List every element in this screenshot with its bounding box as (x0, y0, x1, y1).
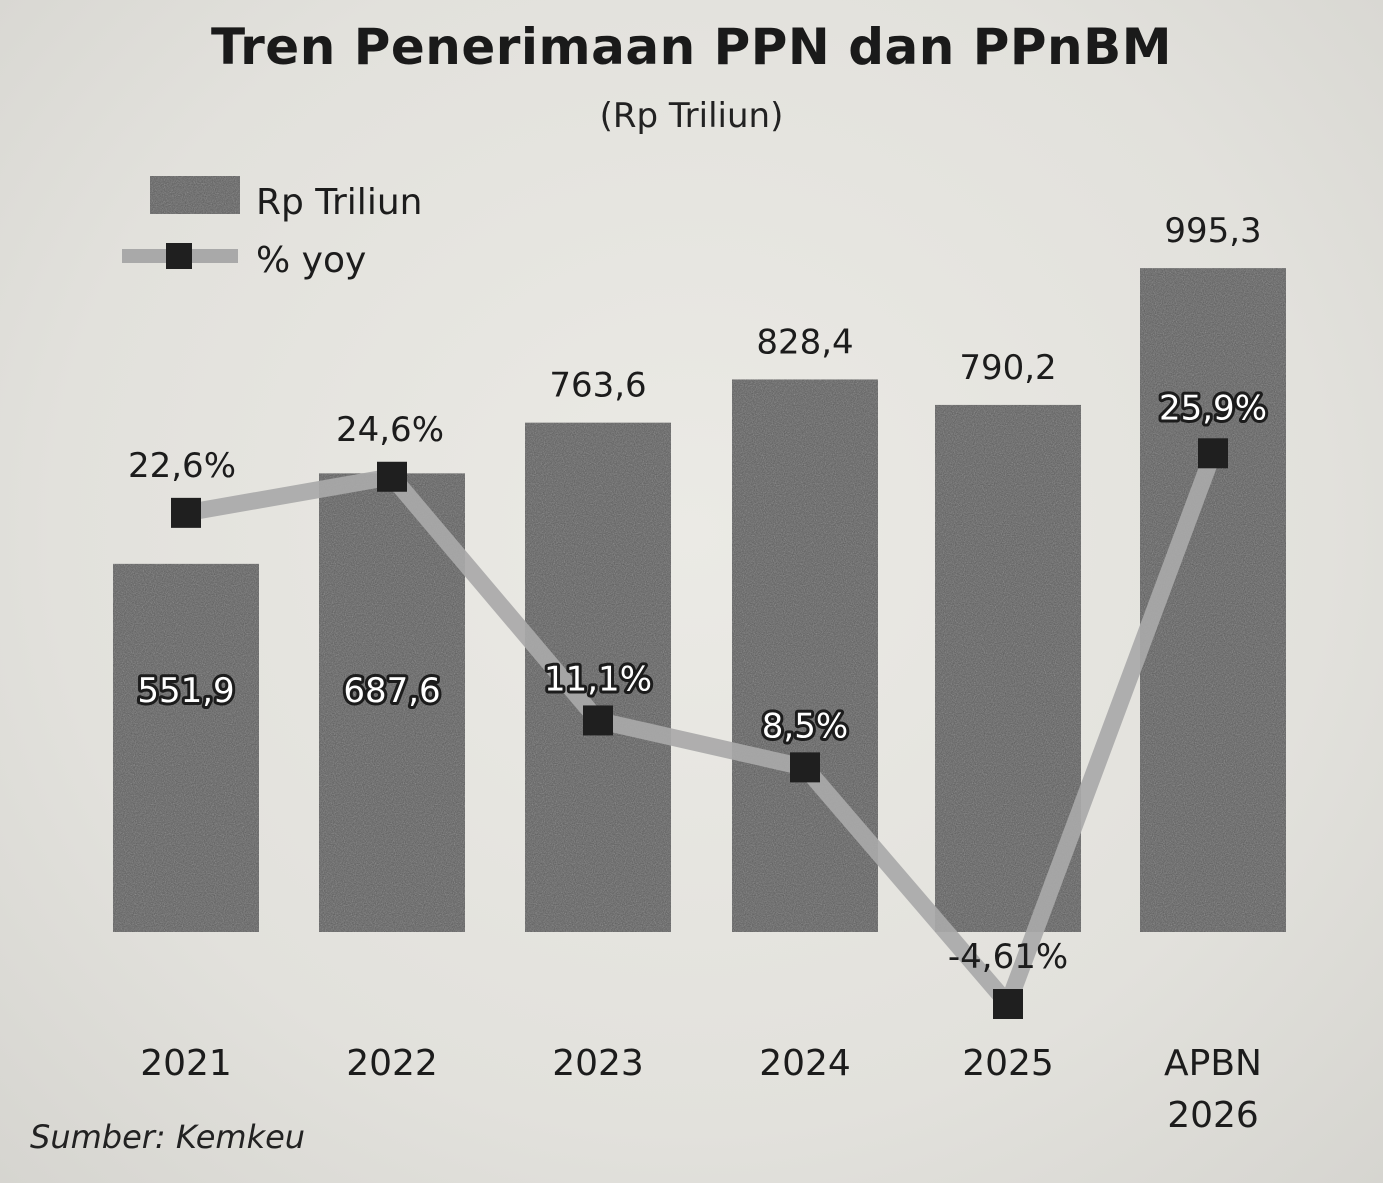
yoy-marker-2021 (171, 497, 201, 528)
bar-2023 (525, 422, 671, 932)
yoy-marker-2023 (583, 705, 613, 736)
x-tick-label: APBN (1164, 1043, 1262, 1084)
bar-value-label: 687,6 (343, 671, 440, 711)
legend-swatch-bar (150, 176, 240, 214)
yoy-marker-2024 (790, 752, 820, 783)
labels-layer: 551,9 687,6 763,6 828,4 790,2 995,3 22,6% 24,6%… (128, 211, 1270, 977)
x-tick-label: 2025 (962, 1043, 1054, 1084)
bar-2024 (732, 379, 878, 932)
bar-value-label: 551,9 (137, 671, 234, 711)
line-layer (171, 438, 1228, 1019)
chart-title: Tren Penerimaan PPN dan PPnBM (211, 18, 1172, 76)
bar-value-label: 763,6 (549, 366, 646, 406)
bar-2022 (319, 473, 465, 932)
bar-2021 (113, 563, 259, 932)
bar-value-label: 995,3 (1164, 211, 1261, 251)
chart-subtitle: (Rp Triliun) (599, 96, 784, 136)
yoy-value-label: 8,5% (762, 706, 848, 746)
legend-swatch-marker (166, 243, 192, 269)
yoy-value-label: -4,61% (948, 937, 1068, 977)
legend-label-line: % yoy (256, 240, 366, 281)
legend-layer: Rp Triliun % yoy (122, 176, 422, 281)
yoy-value-label: 22,6% (128, 446, 236, 486)
x-tick-label: 2026 (1167, 1095, 1259, 1136)
x-tick-label: 2021 (140, 1043, 232, 1084)
x-tick-label: 2024 (759, 1043, 851, 1084)
yoy-value-label: 11,1% (544, 659, 652, 699)
x-axis: 2021 2022 2023 2024 2025 APBN 2026 (140, 1043, 1262, 1136)
yoy-line (177, 444, 1222, 1013)
yoy-marker-2022 (377, 461, 407, 492)
legend-label-bar: Rp Triliun (256, 182, 422, 223)
yoy-marker-2025 (993, 989, 1023, 1019)
yoy-value-label: 24,6% (336, 410, 444, 450)
x-tick-label: 2023 (552, 1043, 644, 1084)
yoy-value-label: 25,9% (1159, 388, 1267, 428)
yoy-marker-apbn-2026 (1198, 438, 1228, 469)
x-tick-label: 2022 (346, 1043, 438, 1084)
source-note: Sumber: Kemkeu (30, 1118, 306, 1156)
bar-2025 (935, 404, 1081, 932)
bar-value-label: 790,2 (959, 348, 1056, 388)
bars-layer (113, 268, 1286, 932)
bar-value-label: 828,4 (756, 322, 853, 362)
